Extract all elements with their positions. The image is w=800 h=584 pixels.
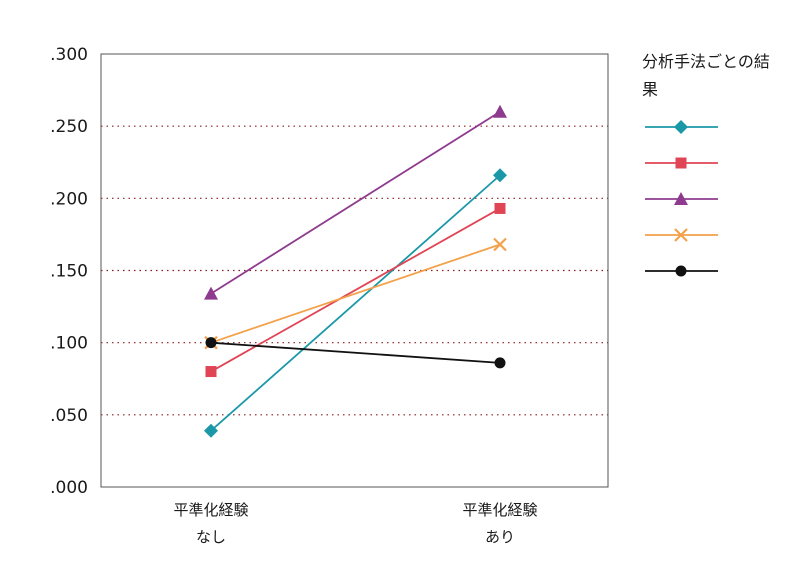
data-point-square xyxy=(205,366,217,378)
legend-marker-x xyxy=(674,228,688,242)
series-2 xyxy=(205,202,506,378)
series-line xyxy=(210,243,501,344)
x-tick-label: なし xyxy=(196,528,226,546)
legend-item-1 xyxy=(645,120,718,134)
series-3 xyxy=(204,104,507,300)
data-point-triangle xyxy=(493,104,507,118)
grid-lines xyxy=(101,125,608,416)
y-tick-label: .050 xyxy=(50,406,88,426)
series-4 xyxy=(204,237,507,350)
data-point-diamond xyxy=(493,168,507,183)
y-tick-label: .100 xyxy=(50,334,88,354)
series-line xyxy=(210,341,501,364)
series-layer xyxy=(204,104,507,438)
data-point-circle xyxy=(205,337,217,349)
data-point-diamond xyxy=(204,423,218,438)
y-tick-label: .000 xyxy=(50,478,88,498)
legend-item-2 xyxy=(645,157,718,169)
data-point-square xyxy=(494,202,506,214)
x-tick-label: 平準化経験 xyxy=(462,501,537,519)
legend-marker-triangle xyxy=(674,192,688,205)
y-tick-label: .250 xyxy=(50,117,88,137)
legend xyxy=(645,120,718,277)
series-5 xyxy=(205,337,506,369)
plot-frame xyxy=(100,53,609,488)
x-tick-label: 平準化経験 xyxy=(173,501,248,519)
legend-item-5 xyxy=(645,265,718,277)
data-point-triangle xyxy=(204,286,218,300)
legend-marker-diamond xyxy=(674,120,688,134)
legend-marker-circle xyxy=(675,265,687,277)
y-axis-ticks: .000 .050 .100 .150 .200 .250 .300 xyxy=(50,45,88,498)
series-line xyxy=(210,110,501,295)
y-tick-label: .150 xyxy=(50,262,88,282)
legend-title: 分析手法ごとの結果 xyxy=(642,52,770,99)
legend-marker-square xyxy=(675,157,687,169)
legend-item-4 xyxy=(645,228,718,242)
y-tick-label: .300 xyxy=(50,45,88,65)
x-tick-label: あり xyxy=(485,528,515,546)
series-line xyxy=(210,174,501,432)
series-line xyxy=(210,207,501,373)
series-1 xyxy=(204,168,507,438)
data-point-circle xyxy=(494,357,506,369)
legend-item-3 xyxy=(645,192,718,205)
y-tick-label: .200 xyxy=(50,189,88,209)
data-point-x xyxy=(493,237,507,252)
